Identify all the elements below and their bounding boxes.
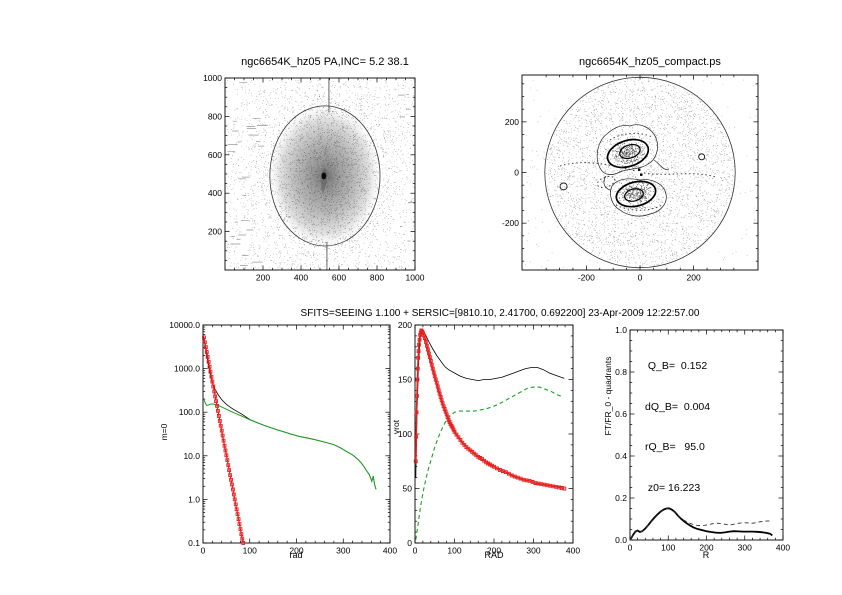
tick-label: 300 [336, 546, 350, 556]
contour-thin-lower [610, 178, 667, 217]
small-contour [559, 182, 568, 191]
series-disk-rotation-green-dashed [415, 386, 564, 540]
tick-label: 0 [201, 546, 206, 556]
tick-label: 100 [398, 429, 412, 439]
quadrant-annotations: Q_B= 0.152 dQ_B= 0.004 rQ_B= 95.0 z0= 16… [645, 333, 710, 522]
tick-label: 200 [505, 117, 519, 127]
tick-label: 200 [289, 546, 303, 556]
small-contour [698, 153, 706, 161]
tick-label: -200 [502, 218, 519, 228]
plot-frame [202, 324, 391, 544]
series-markers [413, 328, 567, 491]
tick-label: 300 [526, 546, 540, 556]
center-marks [638, 168, 643, 176]
annotation-rqb: rQ_B= 95.0 [645, 441, 705, 453]
tick-label: 0 [407, 538, 412, 548]
tick-label: 200 [208, 227, 222, 237]
tick-label: 0 [638, 273, 643, 283]
tick-label: 100.0 [179, 407, 201, 417]
series-markers [202, 335, 246, 545]
contour-squiggles [603, 159, 670, 191]
noise-dots [272, 96, 381, 256]
tick-label: 100 [447, 546, 461, 556]
tick-label: 200 [398, 320, 412, 330]
galaxy-nucleus [321, 172, 327, 180]
row-artifacts [227, 82, 413, 266]
tick-label: 1.0 [188, 494, 200, 504]
tick-label: 0.2 [615, 493, 627, 503]
contour-lobe-lower-inner [624, 188, 644, 202]
tick-label: 0 [413, 546, 418, 556]
tick-label: 100 [243, 546, 257, 556]
noise-dots [525, 76, 757, 268]
annotation-z0: z0= 16.223 [645, 481, 701, 494]
annotation-qb: Q_B= 0.152 [645, 360, 708, 372]
tick-label: 0 [514, 168, 519, 178]
tick-label: 400 [208, 188, 222, 198]
contour-thin-upper [596, 124, 658, 175]
quadrant-chart-panel: 0 100 200 300 400 0.0 0.2 0.4 0.6 0.8 1.0 [615, 325, 790, 553]
dashed-contour-left [559, 162, 637, 172]
tick-label: 800 [208, 111, 222, 121]
tick-label: 600 [332, 273, 346, 283]
tick-label: 800 [370, 273, 384, 283]
tick-label: 0 [628, 543, 633, 553]
fit-ellipse-outline [269, 105, 381, 247]
tick-label: 0.1 [188, 538, 200, 548]
tick-label: 1000.0 [174, 364, 200, 374]
series-total-rotation-black [415, 329, 565, 478]
tick-label: 200 [487, 546, 501, 556]
column-streak [326, 78, 330, 270]
tick-label: 400 [776, 543, 790, 553]
tick-label: 150 [398, 375, 412, 385]
profile-chart-panel: 0 100 200 300 400 0.1 1.0 10.0 100.0 1000.0 10000.… [169, 320, 397, 556]
dashed-contour-top [609, 133, 653, 141]
compact-contour-panel: -200 0 200 -200 0 200 [502, 74, 759, 283]
series-bulge-rotation-red-squares [415, 328, 565, 490]
rotation-chart-panel: 0 100 200 300 400 0 50 100 150 200 [398, 320, 581, 556]
noise-dots [226, 78, 415, 270]
tick-label: 0.6 [615, 409, 627, 419]
tick-label: 200 [699, 543, 713, 553]
tick-label: 600 [208, 150, 222, 160]
series-bulge-profile-red-squares [203, 337, 244, 544]
noise-dots [610, 176, 664, 214]
tick-label: 100 [661, 543, 675, 553]
tick-label: 200 [256, 273, 270, 283]
series-disk-profile-green [203, 398, 377, 490]
noise-dots [546, 78, 735, 267]
contour-lobe-lower [615, 180, 657, 208]
galaxy-image-panel: 200 400 600 800 1000 200 400 600 800 1000 [203, 73, 425, 283]
tick-label: 1000 [203, 73, 222, 83]
tick-label: 10.0 [183, 451, 200, 461]
dashed-contour-right [643, 172, 717, 178]
tick-label: 400 [294, 273, 308, 283]
tick-label: 50 [403, 484, 413, 494]
tick-label: 0.8 [615, 367, 627, 377]
tick-label: 0.0 [615, 535, 627, 545]
tick-label: 0.4 [615, 451, 627, 461]
tick-label: 400 [566, 546, 580, 556]
tick-label: 1.0 [615, 325, 627, 335]
contour-lobe-upper-inner [619, 143, 641, 160]
contour-lobe-upper [606, 138, 650, 169]
tick-label: 300 [738, 543, 752, 553]
disk-boundary-circle [544, 76, 736, 269]
noise-dots [226, 78, 415, 270]
annotation-dqb: dQ_B= 0.004 [645, 400, 711, 413]
tick-label: 1000 [406, 273, 425, 283]
tick-label: 400 [383, 546, 397, 556]
tick-label: 10000.0 [169, 320, 200, 330]
tick-label: 200 [687, 273, 701, 283]
tick-label: -200 [578, 273, 595, 283]
